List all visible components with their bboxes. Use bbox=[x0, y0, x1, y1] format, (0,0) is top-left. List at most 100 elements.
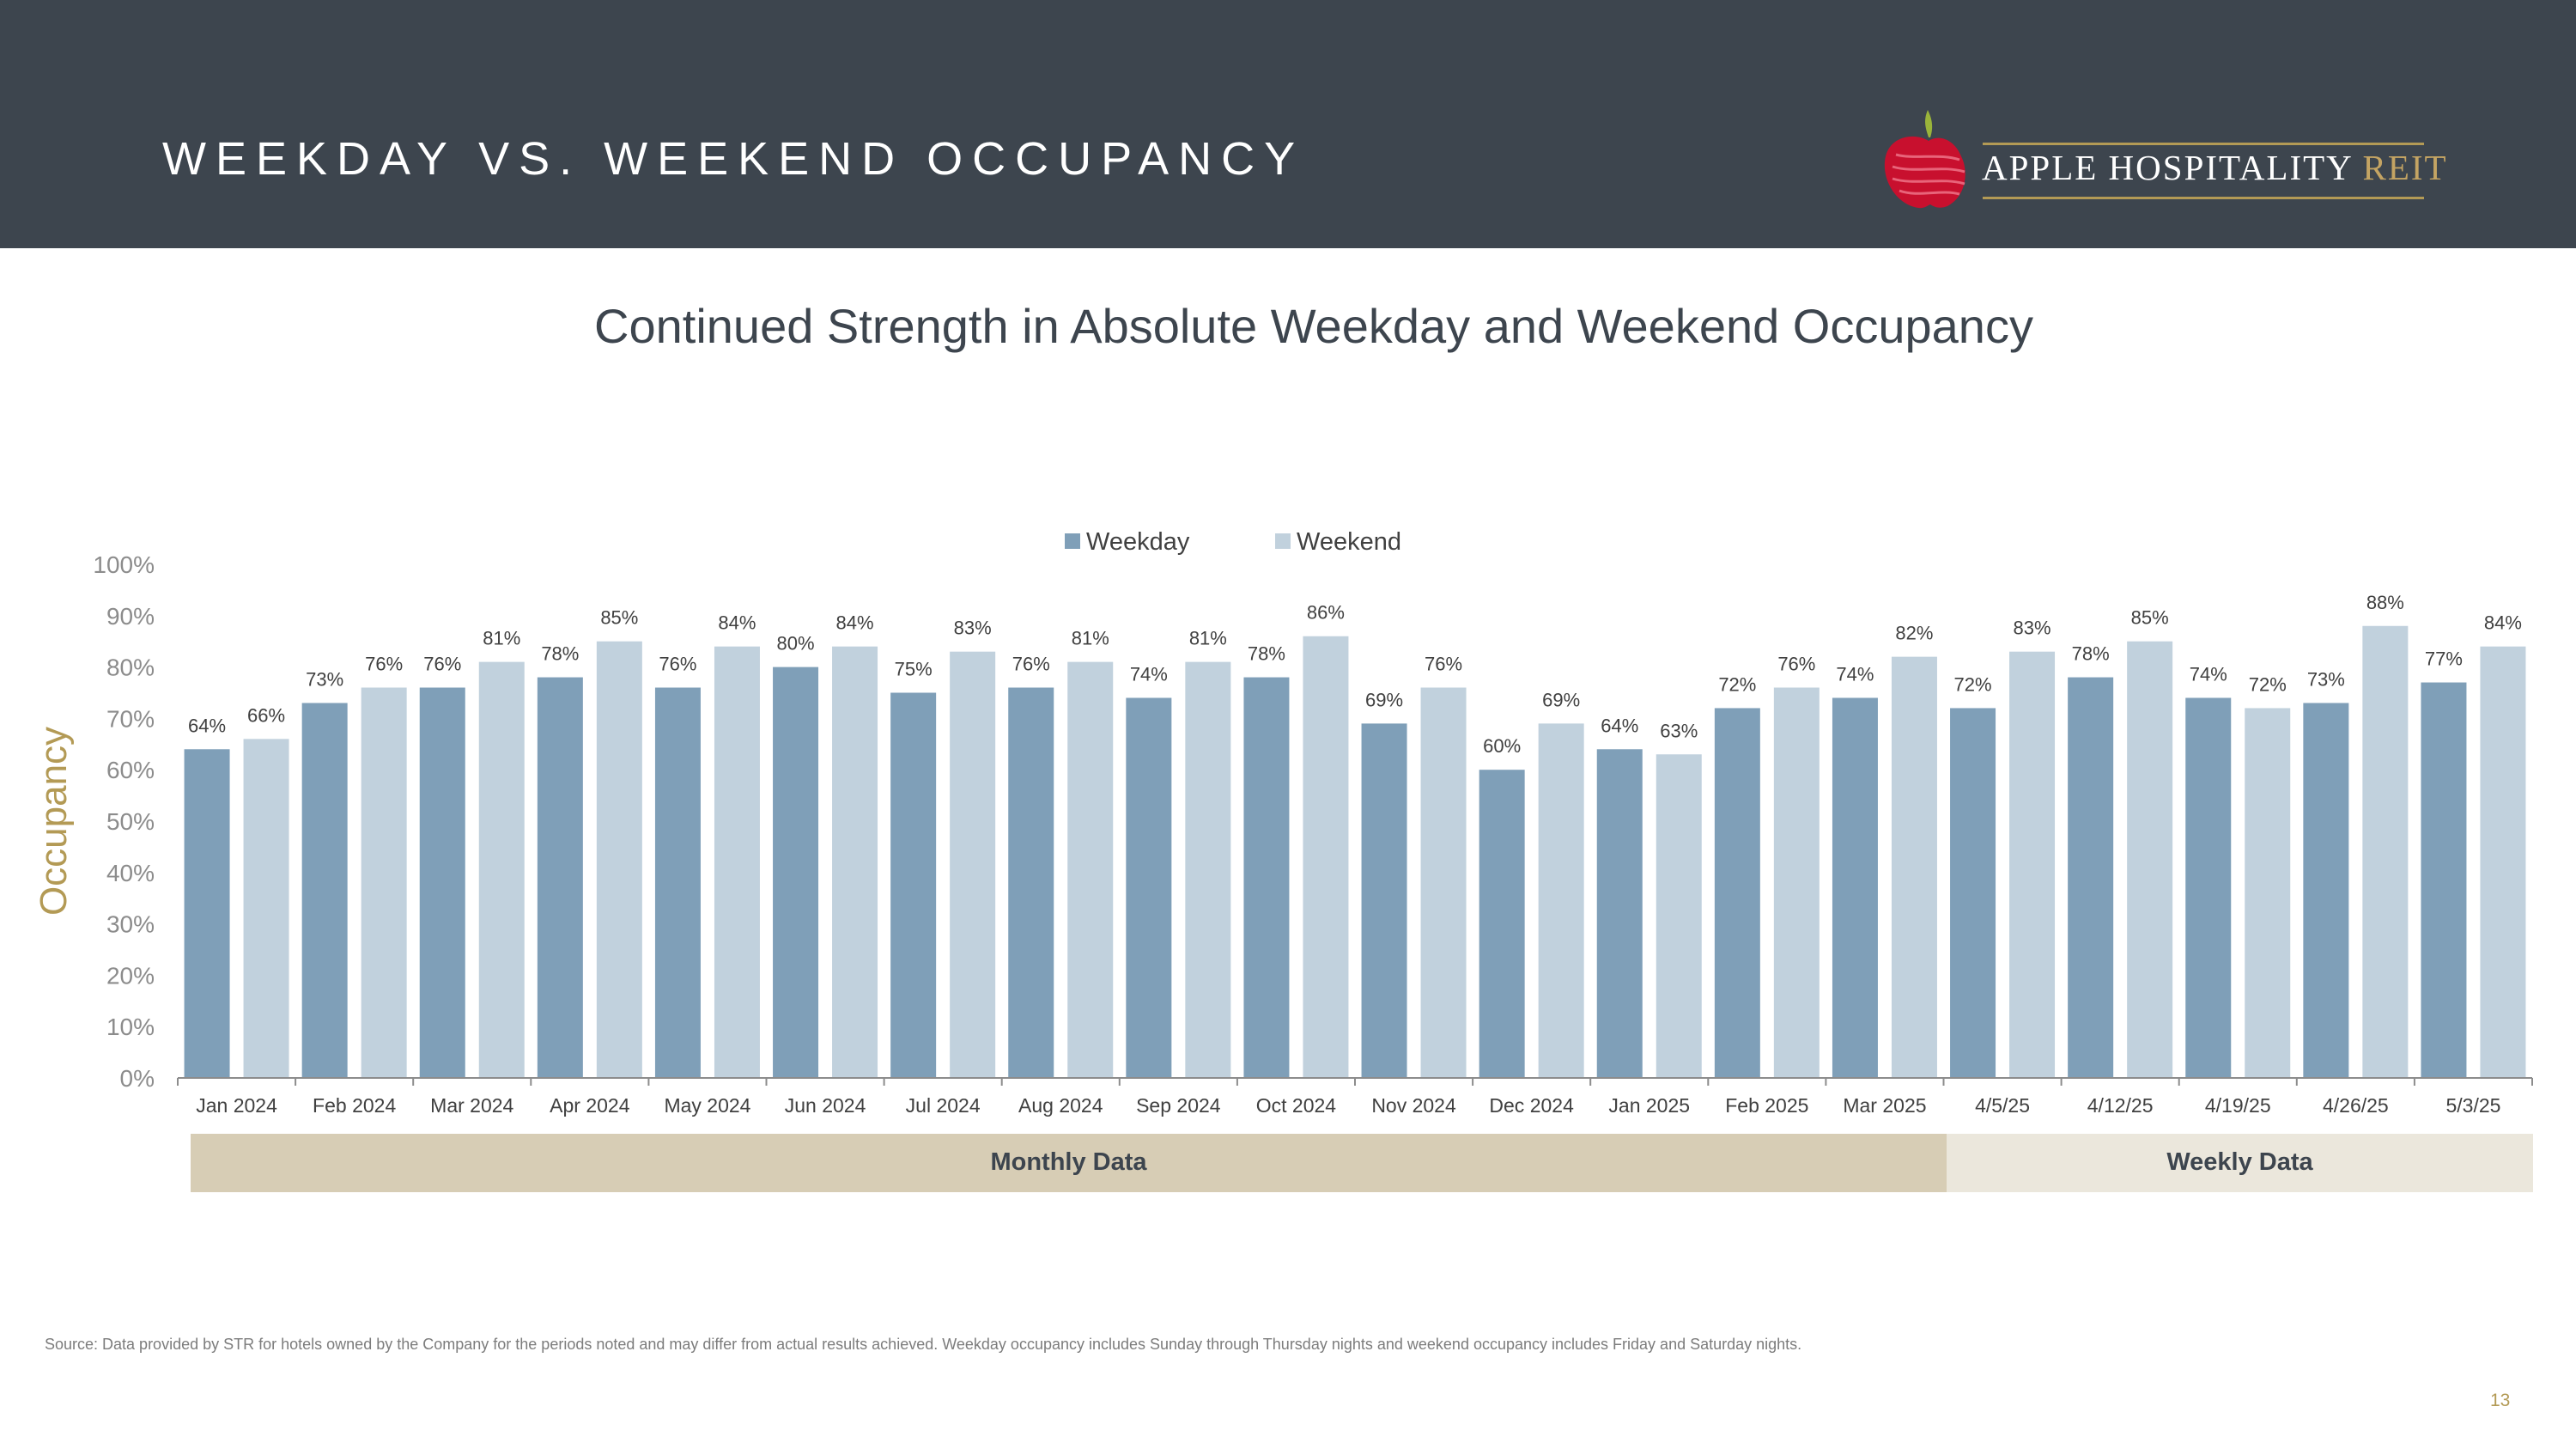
weekend-value-label: 83% bbox=[954, 618, 992, 639]
x-tick-label: 5/3/25 bbox=[2445, 1094, 2500, 1117]
weekend-bar bbox=[1538, 723, 1584, 1078]
x-tick-label: 4/12/25 bbox=[2087, 1094, 2154, 1117]
y-tick-label: 100% bbox=[93, 551, 155, 578]
y-tick-label: 50% bbox=[106, 808, 155, 835]
company-logo: APPLE HOSPITALITY REIT bbox=[1880, 103, 2446, 215]
weekend-bar bbox=[950, 651, 996, 1078]
weekday-bar bbox=[419, 687, 465, 1078]
source-footnote: Source: Data provided by STR for hotels … bbox=[45, 1336, 1802, 1353]
weekend-bar bbox=[2480, 646, 2526, 1078]
weekend-legend-label: Weekend bbox=[1297, 528, 1401, 556]
weekday-bar bbox=[1596, 749, 1643, 1078]
x-tick-label: Apr 2024 bbox=[550, 1094, 630, 1117]
weekday-bar bbox=[2303, 703, 2349, 1078]
x-tick-label: Jul 2024 bbox=[906, 1094, 981, 1117]
x-tick-label: Mar 2025 bbox=[1843, 1094, 1926, 1117]
weekend-bar bbox=[714, 646, 760, 1078]
weekday-value-label: 74% bbox=[1836, 663, 1874, 685]
weekend-bar bbox=[1420, 687, 1467, 1078]
x-tick-label: Mar 2024 bbox=[430, 1094, 513, 1117]
weekend-value-label: 84% bbox=[718, 612, 756, 634]
weekend-value-label: 84% bbox=[836, 612, 874, 634]
weekday-bar bbox=[301, 703, 348, 1078]
weekday-value-label: 78% bbox=[2072, 643, 2110, 665]
weekday-value-label: 78% bbox=[541, 643, 579, 665]
y-tick-label: 40% bbox=[106, 860, 155, 886]
weekend-bar bbox=[1067, 661, 1114, 1078]
weekday-value-label: 72% bbox=[1718, 673, 1756, 695]
weekend-value-label: 86% bbox=[1307, 602, 1345, 624]
weekend-value-label: 81% bbox=[1072, 628, 1109, 649]
weekend-value-label: 76% bbox=[365, 654, 403, 675]
weekend-value-label: 66% bbox=[247, 704, 285, 726]
x-tick-label: 4/26/25 bbox=[2323, 1094, 2389, 1117]
weekend-bar bbox=[2362, 625, 2409, 1078]
weekend-bar bbox=[2245, 708, 2291, 1078]
weekend-value-label: 81% bbox=[483, 628, 520, 649]
weekday-value-label: 69% bbox=[1365, 689, 1403, 710]
weekday-value-label: 74% bbox=[1130, 663, 1168, 685]
weekend-bar bbox=[361, 687, 407, 1078]
apple-logo-icon bbox=[1884, 110, 1965, 209]
x-tick-label: Sep 2024 bbox=[1136, 1094, 1221, 1117]
page-title: WEEKDAY VS. WEEKEND OCCUPANCY bbox=[162, 133, 1305, 185]
y-tick-label: 0% bbox=[120, 1065, 155, 1092]
weekend-bar bbox=[1185, 661, 1231, 1078]
weekday-value-label: 76% bbox=[659, 654, 696, 675]
weekend-bar bbox=[596, 641, 642, 1078]
monthly-data-label: Monthly Data bbox=[990, 1148, 1147, 1176]
x-tick-label: Jan 2024 bbox=[196, 1094, 277, 1117]
x-tick-label: Jun 2024 bbox=[785, 1094, 866, 1117]
weekly-data-band: Weekly Data bbox=[1947, 1134, 2533, 1192]
weekday-bar bbox=[1832, 697, 1878, 1078]
monthly-data-band: Monthly Data bbox=[191, 1134, 1947, 1192]
weekday-bar bbox=[2421, 682, 2467, 1078]
y-tick-label: 30% bbox=[106, 911, 155, 938]
weekend-bar bbox=[1773, 687, 1820, 1078]
weekday-value-label: 64% bbox=[1601, 715, 1638, 736]
weekday-bar bbox=[1950, 708, 1996, 1078]
weekday-value-label: 60% bbox=[1483, 735, 1521, 757]
logo-name-main: APPLE HOSPITALITY bbox=[1982, 148, 2363, 187]
y-tick-label: 80% bbox=[106, 654, 155, 681]
weekend-value-label: 85% bbox=[2131, 607, 2169, 629]
weekend-value-label: 82% bbox=[1895, 623, 1933, 644]
logo-rule-bottom bbox=[1983, 197, 2424, 199]
logo-wordmark: APPLE HOSPITALITY REIT bbox=[1982, 150, 2448, 186]
weekday-value-label: 73% bbox=[2307, 668, 2345, 690]
weekend-value-label: 88% bbox=[2366, 592, 2404, 613]
page-number: 13 bbox=[2490, 1391, 2511, 1410]
weekday-bar bbox=[773, 667, 819, 1078]
x-tick-label: Jan 2025 bbox=[1608, 1094, 1690, 1117]
weekday-bar bbox=[537, 677, 583, 1078]
weekday-value-label: 64% bbox=[188, 715, 226, 736]
weekday-legend-swatch bbox=[1065, 533, 1080, 549]
header-bar: WEEKDAY VS. WEEKEND OCCUPANCY APPLE HOSP… bbox=[0, 0, 2576, 248]
logo-rule-top bbox=[1983, 143, 2424, 145]
weekday-bar bbox=[184, 749, 230, 1078]
weekend-bar bbox=[1656, 754, 1702, 1078]
weekday-value-label: 78% bbox=[1248, 643, 1285, 665]
x-tick-label: Oct 2024 bbox=[1256, 1094, 1337, 1117]
weekend-bar bbox=[1303, 636, 1349, 1078]
weekday-legend-label: Weekday bbox=[1086, 528, 1190, 556]
weekday-bar bbox=[890, 692, 937, 1078]
weekday-bar bbox=[2068, 677, 2114, 1078]
x-tick-label: 4/5/25 bbox=[1975, 1094, 2030, 1117]
weekday-value-label: 75% bbox=[895, 659, 933, 680]
x-tick-label: Dec 2024 bbox=[1489, 1094, 1574, 1117]
weekday-bar bbox=[2185, 697, 2232, 1078]
weekday-bar bbox=[1714, 708, 1760, 1078]
x-tick-label: Feb 2024 bbox=[313, 1094, 396, 1117]
weekday-value-label: 76% bbox=[423, 654, 461, 675]
weekend-value-label: 83% bbox=[2014, 618, 2051, 639]
weekend-value-label: 76% bbox=[1425, 654, 1462, 675]
x-tick-label: Nov 2024 bbox=[1371, 1094, 1456, 1117]
y-tick-label: 60% bbox=[106, 757, 155, 783]
chart-subtitle: Continued Strength in Absolute Weekday a… bbox=[594, 299, 2033, 353]
weekday-bar bbox=[654, 687, 701, 1078]
weekday-bar bbox=[1361, 723, 1407, 1078]
weekend-value-label: 69% bbox=[1542, 689, 1580, 710]
x-tick-label: Feb 2025 bbox=[1725, 1094, 1808, 1117]
